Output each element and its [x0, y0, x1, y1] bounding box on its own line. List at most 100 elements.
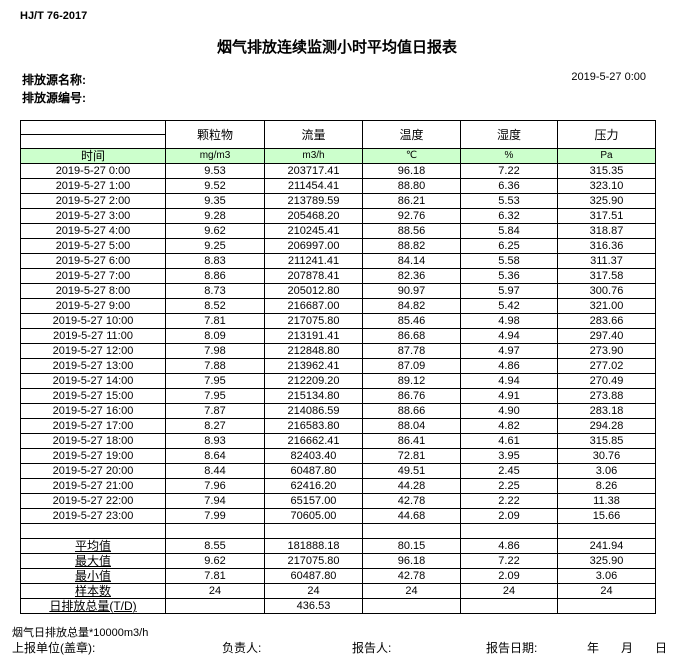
- header-row: 颗粒物 流量 温度 湿度 压力: [20, 120, 656, 149]
- page-title: 烟气排放连续监测小时平均值日报表: [216, 39, 457, 56]
- data-cell: 317.58: [557, 268, 656, 284]
- data-cell: 8.86: [165, 268, 265, 284]
- data-cell: 294.28: [557, 418, 656, 434]
- row-label: 样本数: [20, 583, 166, 599]
- day-label: 日: [655, 641, 668, 655]
- table-row: 2019-5-27 21:00 7.96 62416.20 44.28 2.25 8.26: [20, 478, 656, 494]
- data-cell: 7.95: [165, 373, 265, 389]
- data-cell: 7.22: [460, 553, 558, 569]
- reporter-label: 报告人:: [352, 641, 392, 655]
- data-cell: 44.68: [362, 508, 461, 524]
- data-cell: 9.52: [165, 178, 265, 194]
- summary-row: 平均值 8.55 181888.18 80.15 4.86 241.94: [20, 538, 656, 554]
- data-cell: 87.78: [362, 343, 461, 359]
- data-cell: 70605.00: [264, 508, 363, 524]
- unit-cell: Pa: [557, 148, 656, 164]
- data-cell: 80.15: [362, 538, 461, 554]
- row-label: 2019-5-27 15:00: [20, 388, 166, 404]
- source-name-label: 排放源名称:: [22, 73, 86, 87]
- data-cell: 8.73: [165, 283, 265, 299]
- data-cell: 8.26: [557, 478, 656, 494]
- data-cell: 283.18: [557, 403, 656, 419]
- data-cell: 6.25: [460, 238, 558, 254]
- data-cell: 205468.20: [264, 208, 363, 224]
- data-cell: 216687.00: [264, 298, 363, 314]
- report-table: 颗粒物 流量 温度 湿度 压力 时间 mg/m3 m3/h ℃ % Pa 201…: [20, 120, 656, 614]
- data-cell: 4.86: [460, 358, 558, 374]
- data-cell: [362, 598, 461, 614]
- data-cell: [264, 523, 363, 539]
- data-cell: 270.49: [557, 373, 656, 389]
- summary-row: 样本数 24 24 24 24 24: [20, 583, 656, 599]
- data-cell: 89.12: [362, 373, 461, 389]
- data-cell: 7.94: [165, 493, 265, 509]
- data-cell: 8.55: [165, 538, 265, 554]
- column-header: 湿度: [460, 120, 558, 149]
- data-cell: 8.09: [165, 328, 265, 344]
- table-row: 2019-5-27 8:00 8.73 205012.80 90.97 5.97 300.…: [20, 283, 656, 299]
- unit-cell: m3/h: [264, 148, 363, 164]
- data-cell: 2.22: [460, 493, 558, 509]
- data-cell: 318.87: [557, 223, 656, 239]
- data-cell: 7.87: [165, 403, 265, 419]
- data-cell: 85.46: [362, 313, 461, 329]
- row-label: 2019-5-27 8:00: [20, 283, 166, 299]
- table-row: 2019-5-27 0:00 9.53 203717.41 96.18 7.22 315.…: [20, 163, 656, 179]
- column-header: 颗粒物: [165, 120, 265, 149]
- table-row: 2019-5-27 1:00 9.52 211454.41 88.80 6.36 323.…: [20, 178, 656, 194]
- column-header: 压力: [557, 120, 656, 149]
- data-cell: 88.04: [362, 418, 461, 434]
- data-cell: 87.09: [362, 358, 461, 374]
- row-label: 2019-5-27 16:00: [20, 403, 166, 419]
- data-cell: [362, 523, 461, 539]
- data-cell: 4.94: [460, 328, 558, 344]
- data-cell: 4.86: [460, 538, 558, 554]
- row-label: 2019-5-27 12:00: [20, 343, 166, 359]
- table-row: 2019-5-27 18:00 8.93 216662.41 86.41 4.61 315…: [20, 433, 656, 449]
- data-cell: 24: [264, 583, 363, 599]
- data-cell: 9.35: [165, 193, 265, 209]
- row-label: 2019-5-27 23:00: [20, 508, 166, 524]
- row-label: 2019-5-27 7:00: [20, 268, 166, 284]
- data-cell: 62416.20: [264, 478, 363, 494]
- data-cell: 15.66: [557, 508, 656, 524]
- table-row: 2019-5-27 22:00 7.94 65157.00 42.78 2.22 11.3…: [20, 493, 656, 509]
- data-cell: 24: [460, 583, 558, 599]
- column-header: 温度: [362, 120, 461, 149]
- table-row: 2019-5-27 15:00 7.95 215134.80 86.76 4.91 273…: [20, 388, 656, 404]
- data-cell: 211241.41: [264, 253, 363, 269]
- data-cell: 203717.41: [264, 163, 363, 179]
- data-cell: 30.76: [557, 448, 656, 464]
- data-cell: 3.06: [557, 568, 656, 584]
- row-label: 2019-5-27 11:00: [20, 328, 166, 344]
- table-row: 2019-5-27 13:00 7.88 213962.41 87.09 4.86 277…: [20, 358, 656, 374]
- data-cell: 3.95: [460, 448, 558, 464]
- unit-cell: %: [460, 148, 558, 164]
- data-cell: 4.82: [460, 418, 558, 434]
- data-cell: 86.76: [362, 388, 461, 404]
- data-cell: 212848.80: [264, 343, 363, 359]
- column-header: 流量: [264, 120, 363, 149]
- standard-code: HJ/T 76-2017: [20, 10, 88, 22]
- data-cell: 213962.41: [264, 358, 363, 374]
- data-cell: 84.14: [362, 253, 461, 269]
- data-cell: 5.97: [460, 283, 558, 299]
- row-label: 2019-5-27 14:00: [20, 373, 166, 389]
- reporting-unit-label: 上报单位(盖章):: [12, 641, 96, 655]
- data-cell: 311.37: [557, 253, 656, 269]
- report-datetime: 2019-5-27 0:00: [571, 71, 646, 83]
- table-row: 2019-5-27 20:00 8.44 60487.80 49.51 2.45 3.06: [20, 463, 656, 479]
- table-row: 2019-5-27 17:00 8.27 216583.80 88.04 4.82 294…: [20, 418, 656, 434]
- row-label: 2019-5-27 13:00: [20, 358, 166, 374]
- data-cell: 86.21: [362, 193, 461, 209]
- data-cell: 42.78: [362, 568, 461, 584]
- data-cell: 92.76: [362, 208, 461, 224]
- row-label: 2019-5-27 21:00: [20, 478, 166, 494]
- row-label: 最大值: [20, 553, 166, 569]
- data-cell: 210245.41: [264, 223, 363, 239]
- month-label: 月: [621, 641, 634, 655]
- table-row: 2019-5-27 5:00 9.25 206997.00 88.82 6.25 316.…: [20, 238, 656, 254]
- unit-row: 时间 mg/m3 m3/h ℃ % Pa: [20, 148, 656, 164]
- data-cell: 7.81: [165, 568, 265, 584]
- data-cell: 217075.80: [264, 553, 363, 569]
